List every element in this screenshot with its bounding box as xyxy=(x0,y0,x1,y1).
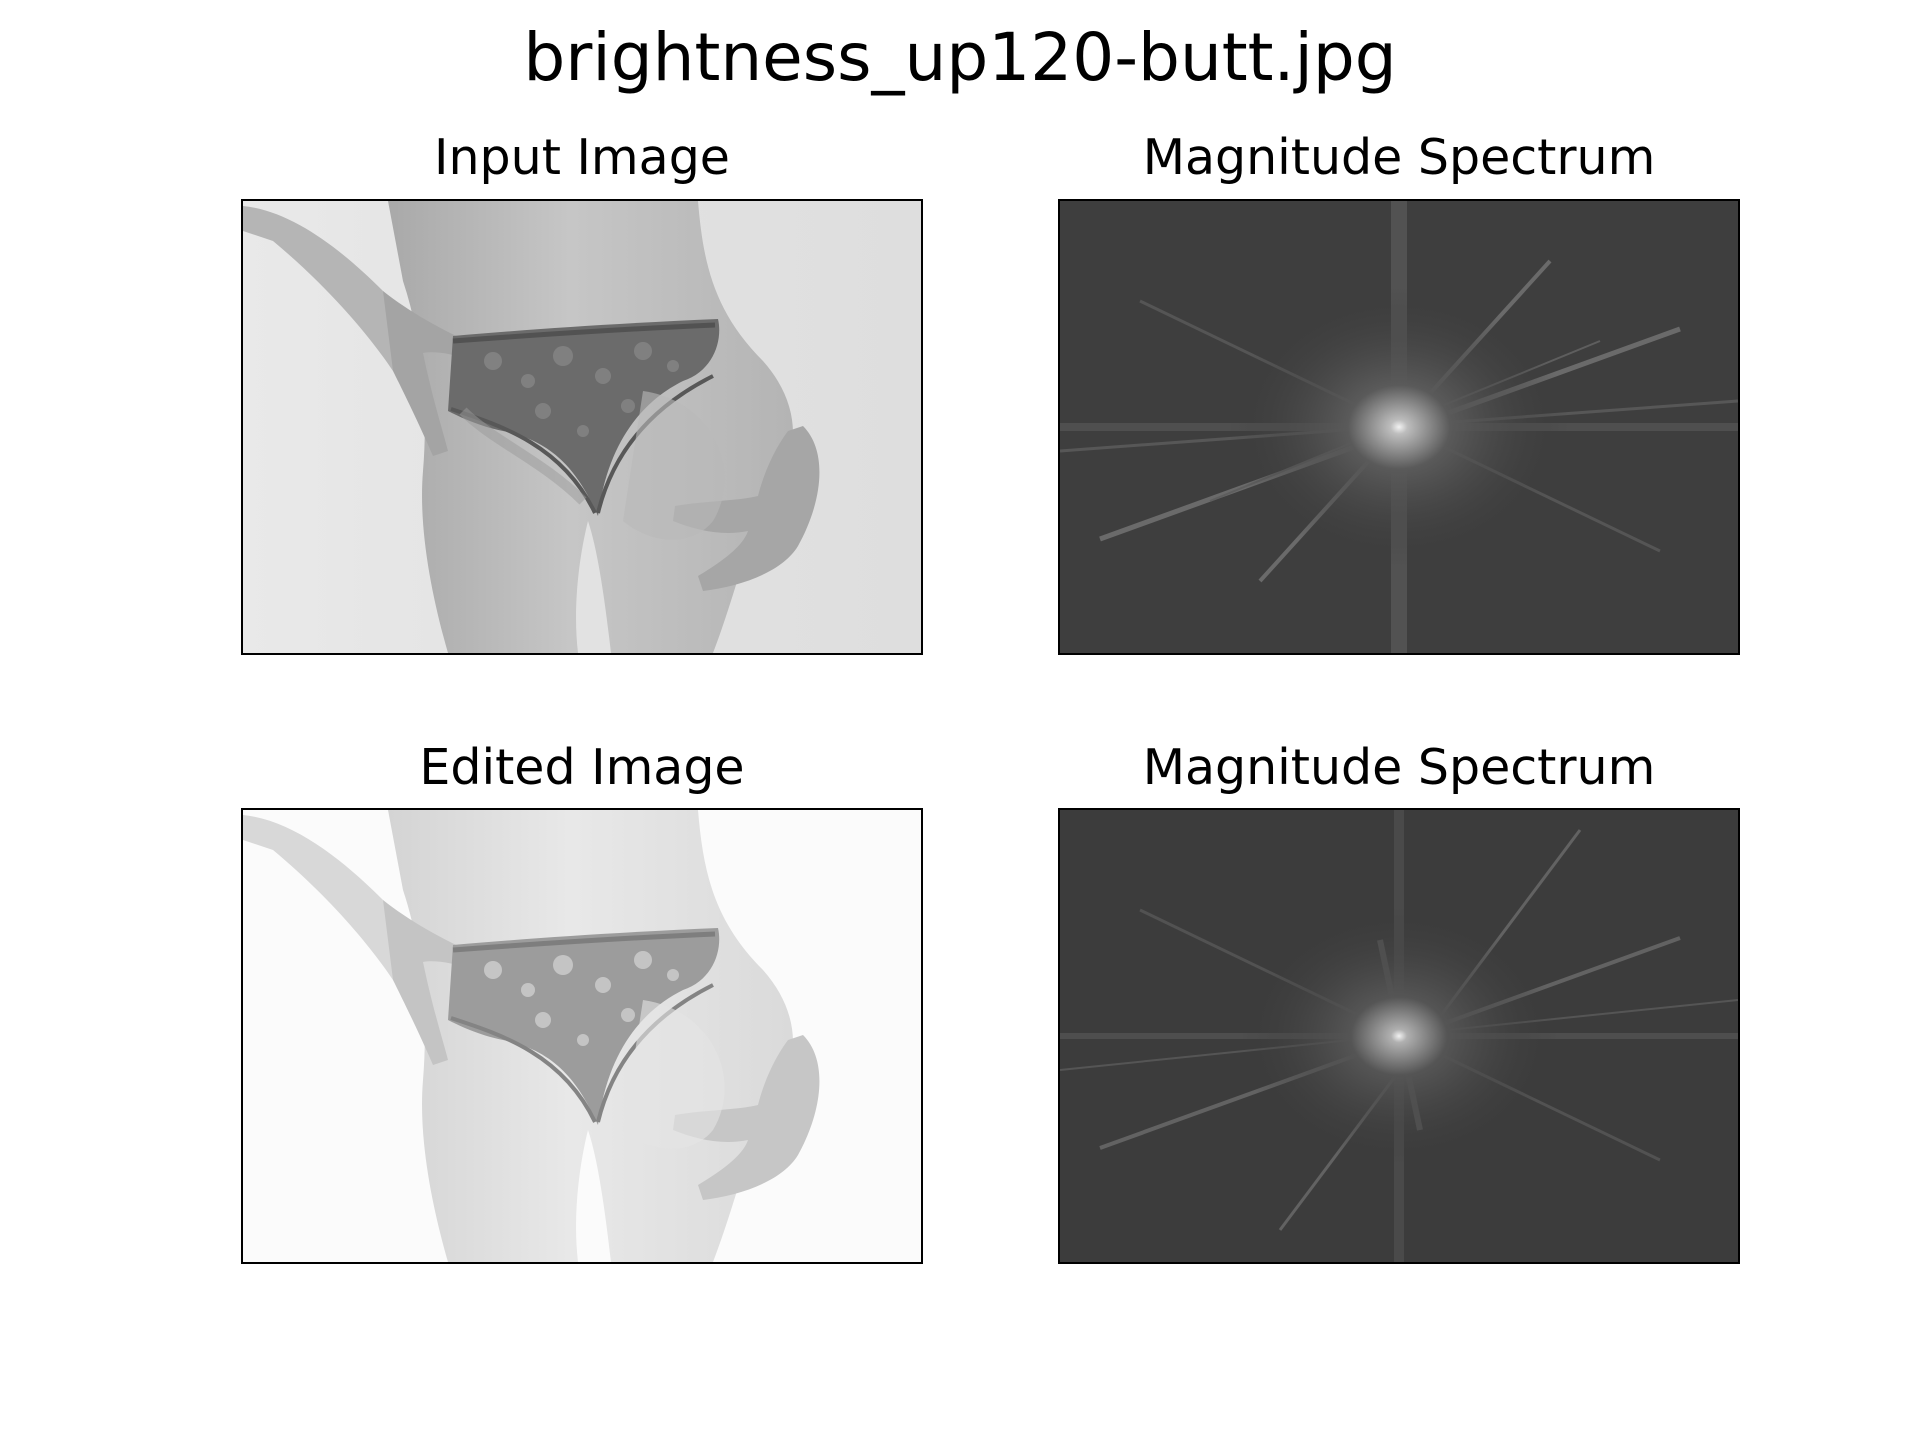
input-image-panel xyxy=(241,199,923,655)
edited-spectrum-panel xyxy=(1058,808,1740,1264)
input-spectrum-title: Magnitude Spectrum xyxy=(1058,128,1740,188)
input-image xyxy=(243,201,921,653)
edited-image xyxy=(243,810,921,1262)
input-spectrum xyxy=(1060,201,1738,653)
input-image-title: Input Image xyxy=(241,128,923,188)
edited-image-panel xyxy=(241,808,923,1264)
edited-image-title: Edited Image xyxy=(241,738,923,798)
figure-title: brightness_up120-butt.jpg xyxy=(0,18,1920,98)
edited-spectrum xyxy=(1060,810,1738,1262)
edited-spectrum-title: Magnitude Spectrum xyxy=(1058,738,1740,798)
input-spectrum-panel xyxy=(1058,199,1740,655)
